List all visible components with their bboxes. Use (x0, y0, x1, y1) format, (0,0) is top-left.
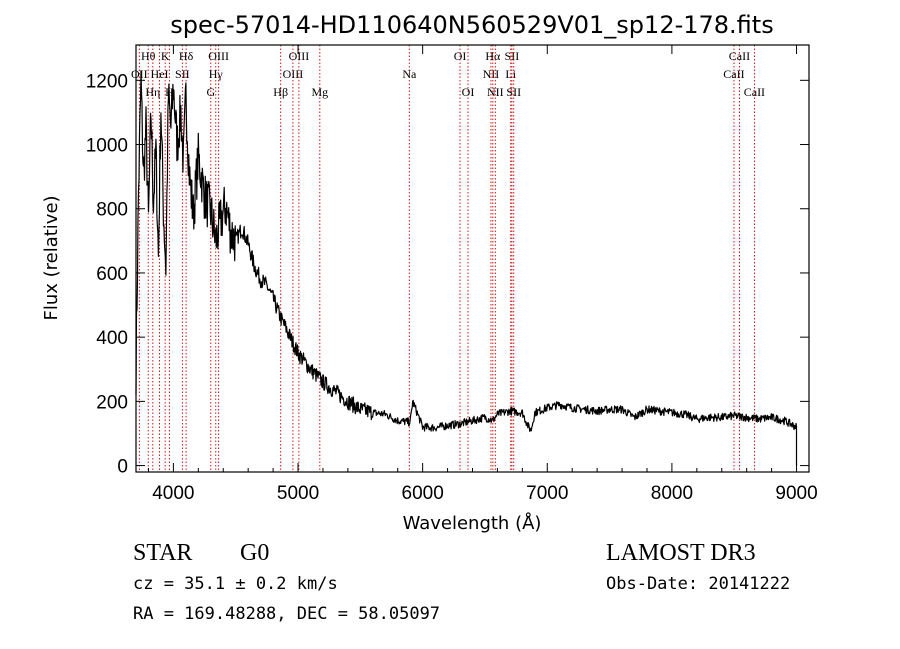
x-tick-label-5: 9000 (775, 483, 817, 504)
line-label-15: Na (402, 67, 417, 81)
survey-name: LAMOST DR3 (606, 540, 756, 566)
line-label-25: CaII (729, 49, 750, 63)
line-label-17: OI (462, 85, 475, 99)
axis-ticks: 4000 5000 6000 7000 8000 9000 0 200 400 600 800 100… (86, 45, 818, 504)
chart-title: spec-57014-HD110640N560529V01_sp12-178.f… (170, 11, 773, 39)
line-label-22: SII (505, 49, 520, 63)
line-label-3: HeI (151, 67, 169, 81)
observation-date: Obs-Date: 20141222 (606, 574, 790, 594)
line-label-21: Li (505, 67, 516, 81)
line-label-20: NII (487, 85, 504, 99)
line-label-16: OI (454, 49, 467, 63)
line-label-24: CaII (723, 67, 744, 81)
line-label-12: OIII (283, 67, 304, 81)
x-tick-label-1: 5000 (277, 483, 319, 504)
line-label-9: Hγ (209, 67, 224, 81)
line-label-26: CaII (744, 85, 765, 99)
line-label-19: Hα (485, 49, 501, 63)
line-label-0: OII (131, 67, 148, 81)
object-class: STAR (133, 540, 192, 566)
x-axis-label: Wavelength (Å) (403, 512, 542, 534)
y-tick-label-6: 1200 (86, 71, 128, 92)
line-label-6: SII (175, 67, 190, 81)
y-tick-label-2: 400 (96, 328, 128, 349)
object-subclass: G0 (240, 540, 269, 566)
line-label-8: G (206, 85, 215, 99)
y-tick-label-4: 800 (96, 200, 128, 221)
x-tick-label-3: 7000 (526, 483, 568, 504)
plot-frame (135, 44, 810, 473)
ra-dec-coordinates: RA = 169.48288, DEC = 58.05097 (133, 604, 440, 624)
line-label-23: SII (506, 85, 521, 99)
line-label-11: Hβ (273, 85, 288, 99)
y-tick-label-0: 0 (117, 457, 128, 478)
spectral-line-markers: OIIHθHηHeIKHSIIHδGHγOIIIHβOIIIOIIIMgNaOI… (131, 45, 765, 472)
line-label-2: Hη (145, 85, 160, 99)
y-tick-label-5: 1000 (86, 136, 128, 157)
line-label-18: NII (483, 67, 500, 81)
y-tick-label-1: 200 (96, 392, 128, 413)
line-label-13: OIII (289, 49, 310, 63)
x-tick-label-0: 4000 (152, 483, 194, 504)
line-label-14: Mg (311, 85, 328, 99)
line-label-1: Hθ (141, 49, 156, 63)
line-label-4: K (161, 49, 170, 63)
y-axis-label: Flux (relative) (41, 195, 62, 320)
x-tick-label-4: 8000 (651, 483, 693, 504)
spectrum-line (135, 70, 798, 466)
line-label-10: OIII (208, 49, 229, 63)
redshift-cz: cz = 35.1 ± 0.2 km/s (133, 574, 338, 594)
x-tick-label-2: 6000 (402, 483, 444, 504)
y-tick-label-3: 600 (96, 264, 128, 285)
line-label-7: Hδ (179, 49, 194, 63)
